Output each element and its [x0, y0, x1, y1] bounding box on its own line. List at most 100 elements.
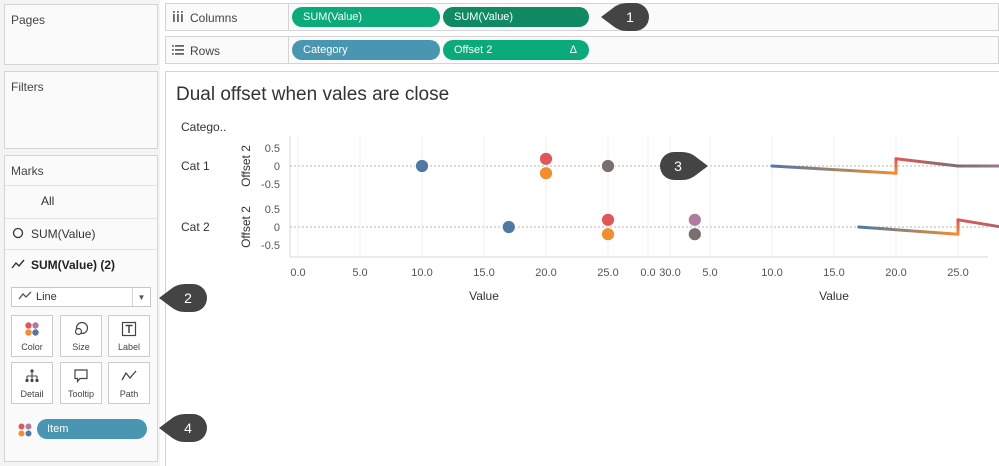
detail-tree-icon: [12, 368, 52, 384]
line-mark-icon: [11, 258, 25, 273]
callout-2: 2: [159, 284, 207, 312]
columns-pill-sum-value[interactable]: SUM(Value): [292, 7, 440, 27]
x-tick-label: 20.0: [535, 267, 556, 279]
callout-4: 4: [159, 414, 207, 442]
color-button[interactable]: Color: [11, 315, 53, 357]
x-tick-label: 5.0: [352, 267, 367, 279]
item-color-pill[interactable]: Item: [37, 419, 147, 439]
pages-card[interactable]: Pages: [4, 4, 158, 65]
x-tick-label: 0.0: [640, 267, 655, 279]
marks-layer-label: SUM(Value) (2): [31, 258, 116, 272]
x-tick-label: 15.0: [823, 267, 844, 279]
marks-layer-sum-value[interactable]: SUM(Value): [5, 218, 157, 249]
y-tick-label: 0.5: [265, 204, 280, 216]
data-point: [539, 151, 553, 166]
label-button-label: Label: [117, 342, 141, 352]
chart-canvas: Offset 2 0.5 0 -0.5 Offset 2 0.5 0 -0.5 0.0 5.0 10…: [239, 136, 999, 303]
data-point: [601, 159, 615, 173]
rows-shelf[interactable]: Rows Category Offset 2 Δ: [165, 36, 999, 64]
rows-pill-offset-2[interactable]: Offset 2 Δ: [443, 40, 589, 60]
rows-icon: [172, 44, 184, 59]
x-tick-label: 25.0: [597, 267, 618, 279]
x-tick-label: 0.0: [290, 267, 305, 279]
y-tick-label: 0: [274, 161, 280, 173]
y-tick-label: -0.5: [261, 240, 280, 252]
columns-pill-sum-value-2[interactable]: SUM(Value): [443, 7, 589, 27]
x-axis-title: Value: [819, 289, 849, 303]
x-tick-label: 25.0: [947, 267, 968, 279]
filters-card-title: Filters: [11, 80, 44, 94]
view-title: Dual offset when vales are close: [176, 84, 450, 105]
circle-mark-icon: [11, 227, 25, 242]
columns-shelf[interactable]: Columns SUM(Value) SUM(Value): [165, 3, 999, 31]
x-axis-title: Value: [469, 289, 499, 303]
data-point: [501, 220, 516, 234]
marks-all-row[interactable]: All: [5, 185, 157, 216]
callout-number: 2: [184, 290, 192, 306]
size-icon: [61, 321, 101, 337]
mark-type-label: Line: [36, 291, 57, 303]
color-dots-icon: [12, 321, 52, 337]
tooltip-button-label: Tooltip: [67, 389, 94, 399]
data-point: [539, 166, 553, 181]
label-t-icon: [109, 321, 149, 337]
data-point: [601, 227, 615, 242]
data-point: [687, 227, 702, 242]
detail-button[interactable]: Detail: [11, 362, 53, 404]
path-line-segment: [956, 218, 999, 229]
item-pill-label: Item: [47, 423, 69, 435]
delta-icon: Δ: [569, 44, 577, 56]
callout-1: 1: [601, 3, 649, 31]
marks-all-label: All: [41, 194, 55, 208]
tooltip-bubble-icon: [61, 368, 101, 384]
color-button-label: Color: [21, 342, 43, 352]
data-point: [601, 212, 615, 227]
x-tick-label: 15.0: [473, 267, 494, 279]
data-point: [687, 212, 702, 227]
size-button[interactable]: Size: [60, 315, 102, 357]
category-label-cat-2: Cat 2: [181, 220, 210, 234]
y-tick-label: 0.5: [265, 143, 280, 155]
chevron-down-icon[interactable]: ▼: [132, 288, 150, 306]
x-tick-label: 20.0: [885, 267, 906, 279]
data-point: [415, 159, 429, 173]
path-line-segment: [857, 225, 960, 236]
pages-card-title: Pages: [11, 13, 46, 27]
callout-number: 1: [626, 9, 634, 25]
pill-label: SUM(Value): [454, 11, 514, 23]
category-label-cat-1: Cat 1: [181, 159, 210, 173]
rows-shelf-label: Rows: [190, 44, 221, 58]
y-tick-label: 0: [274, 222, 280, 234]
size-button-label: Size: [72, 342, 90, 352]
filters-card[interactable]: Filters: [4, 71, 158, 149]
shelf-divider: [288, 37, 289, 63]
callout-3: 3: [660, 152, 708, 180]
y-tick-label: -0.5: [261, 179, 280, 191]
callout-number: 3: [674, 158, 682, 174]
pill-label: Offset 2: [454, 44, 493, 56]
path-line-icon: [109, 368, 149, 384]
rows-pill-category[interactable]: Category: [292, 40, 440, 60]
y-axis-title: Offset 2: [239, 206, 253, 248]
marks-layer-label: SUM(Value): [31, 227, 96, 241]
shelf-divider: [288, 4, 289, 30]
viz-view: Dual offset when vales are close Catego.…: [165, 71, 999, 466]
y-axis-title: Offset 2: [239, 145, 253, 187]
left-panel: Pages Filters Marks All SUM(Value) SUM(V…: [0, 0, 160, 466]
detail-button-label: Detail: [20, 389, 44, 399]
x-tick-label: 10.0: [761, 267, 782, 279]
path-button-label: Path: [119, 389, 139, 399]
color-dots-icon: [17, 422, 33, 441]
tooltip-button[interactable]: Tooltip: [60, 362, 102, 404]
x-tick-label: 10.0: [411, 267, 432, 279]
columns-shelf-label: Columns: [190, 11, 238, 25]
path-button[interactable]: Path: [108, 362, 150, 404]
marks-card-title: Marks: [11, 164, 44, 178]
pill-label: Category: [303, 44, 348, 56]
label-button[interactable]: Label: [108, 315, 150, 357]
x-tick-label: 5.0: [702, 267, 717, 279]
columns-icon: [172, 11, 184, 26]
marks-layer-sum-value-2[interactable]: SUM(Value) (2): [5, 249, 157, 280]
mark-type-dropdown[interactable]: Line ▼: [11, 287, 151, 307]
category-column-header[interactable]: Catego..: [181, 120, 227, 134]
